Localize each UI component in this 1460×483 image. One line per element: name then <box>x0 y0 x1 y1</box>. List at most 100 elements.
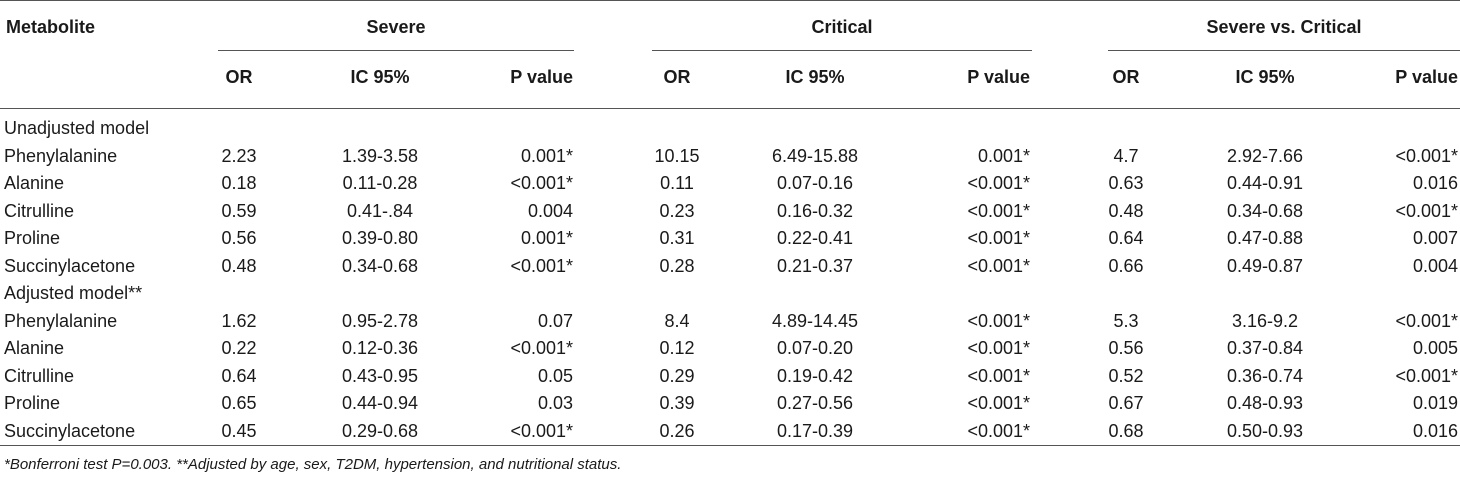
table-cell: 10.15 <box>654 145 700 166</box>
group-rule-severe-vs-critical <box>1108 50 1460 51</box>
section-label: Unadjusted model <box>4 118 150 138</box>
table-cell: <0.001* <box>1395 310 1458 331</box>
header-group-severe: Severe <box>366 17 426 37</box>
subheader-ic95: IC 95% <box>785 67 845 87</box>
table-cell: 0.23 <box>659 200 695 221</box>
table-cell: 0.29 <box>659 365 695 386</box>
table-cell: 0.64 <box>1108 228 1144 248</box>
table-cell: 2.92-7.66 <box>1226 145 1304 166</box>
subheader-ic95: IC 95% <box>1235 67 1295 87</box>
subheader-or: OR <box>225 67 253 87</box>
table-cell: <0.001* <box>967 173 1030 193</box>
table-cell: <0.001* <box>967 338 1030 358</box>
table-cell: 1.39-3.58 <box>341 145 419 166</box>
subheader-p-value: P value <box>967 67 1030 87</box>
table-cell: <0.001* <box>967 310 1030 331</box>
table-cell: <0.001* <box>967 200 1030 221</box>
table-cell: 0.63 <box>1108 173 1144 193</box>
metabolite-name: Proline <box>4 393 61 413</box>
table-cell: <0.001* <box>967 228 1030 248</box>
table-cell: 0.016 <box>1412 420 1458 441</box>
table-cell: <0.001* <box>967 393 1030 413</box>
subheader-p-value: P value <box>510 67 573 87</box>
table-cell: 0.36-0.74 <box>1226 365 1304 386</box>
table-cell: 0.41-.84 <box>346 200 414 221</box>
table-cell: 0.49-0.87 <box>1226 255 1304 276</box>
table-cell: 0.07-0.20 <box>776 338 854 358</box>
table-cell: 0.17-0.39 <box>776 420 854 441</box>
table-cell: <0.001* <box>510 173 573 193</box>
table-cell: 0.004 <box>1412 255 1458 276</box>
table-cell: 0.45 <box>221 420 257 441</box>
header-group-severe-vs-critical: Severe vs. Critical <box>1206 17 1362 37</box>
table-cell: 0.68 <box>1108 420 1144 441</box>
table-cell: 0.34-0.68 <box>341 255 419 276</box>
table-cell: 0.18 <box>221 173 257 193</box>
table-cell: <0.001* <box>510 255 573 276</box>
header-bottom-rule <box>0 108 1460 109</box>
table-cell: 4.89-14.45 <box>771 310 859 331</box>
table-cell: 5.3 <box>1113 310 1139 331</box>
group-rule-severe <box>218 50 574 51</box>
metabolite-name: Proline <box>4 228 61 248</box>
table-cell: 0.48-0.93 <box>1226 393 1304 413</box>
subheader-or: OR <box>1112 67 1140 87</box>
table-cell: 0.26 <box>659 420 695 441</box>
table-cell: 0.43-0.95 <box>341 365 419 386</box>
table-cell: 0.001* <box>520 145 573 166</box>
table-cell: <0.001* <box>510 420 573 441</box>
table-cell: 0.65 <box>221 393 257 413</box>
table-cell: 0.56 <box>1108 338 1144 358</box>
table-cell: 0.28 <box>659 255 695 276</box>
metabolite-name: Succinylacetone <box>4 420 136 441</box>
table-cell: 0.56 <box>221 228 257 248</box>
table-cell: 0.48 <box>221 255 257 276</box>
table-cell: 3.16-9.2 <box>1231 310 1299 331</box>
table-cell: 0.64 <box>221 365 257 386</box>
table-cell: 0.44-0.94 <box>341 393 419 413</box>
table-cell: 0.50-0.93 <box>1226 420 1304 441</box>
table-cell: 0.34-0.68 <box>1226 200 1304 221</box>
table-cell: 4.7 <box>1113 145 1139 166</box>
table-cell: 0.07 <box>537 310 573 331</box>
table-cell: 0.27-0.56 <box>776 393 854 413</box>
metabolite-name: Citrulline <box>4 365 75 386</box>
table-cell: 0.31 <box>659 228 695 248</box>
table-cell: 0.11 <box>660 173 694 193</box>
group-rule-critical <box>652 50 1032 51</box>
table-cell: 0.12-0.36 <box>341 338 419 358</box>
top-rule <box>0 0 1460 1</box>
table-cell: 0.019 <box>1412 393 1458 413</box>
table-cell: 0.47-0.88 <box>1226 228 1304 248</box>
metabolite-name: Phenylalanine <box>4 310 118 331</box>
table-cell: 0.59 <box>221 200 257 221</box>
header-group-critical: Critical <box>811 17 873 37</box>
table-cell: 0.48 <box>1108 200 1144 221</box>
table-cell: 0.29-0.68 <box>341 420 419 441</box>
table-cell: 0.95-2.78 <box>341 310 419 331</box>
table-cell: 0.007 <box>1412 228 1458 248</box>
table-cell: 0.11-0.28 <box>342 173 418 193</box>
table-cell: 0.21-0.37 <box>776 255 854 276</box>
table-cell: 1.62 <box>221 310 257 331</box>
table-cell: 0.37-0.84 <box>1226 338 1304 358</box>
table-cell: <0.001* <box>967 420 1030 441</box>
metabolite-name: Citrulline <box>4 200 75 221</box>
table-cell: 0.66 <box>1108 255 1144 276</box>
table-cell: 0.016 <box>1412 173 1458 193</box>
table-cell: 0.07-0.16 <box>776 173 854 193</box>
metabolite-name: Alanine <box>4 338 65 358</box>
table-cell: 0.44-0.91 <box>1226 173 1304 193</box>
metabolite-name: Phenylalanine <box>4 145 118 166</box>
table-cell: 0.39 <box>659 393 695 413</box>
header-metabolite: Metabolite <box>6 17 96 37</box>
table-cell: 0.12 <box>659 338 695 358</box>
table-cell: 0.22-0.41 <box>776 228 854 248</box>
subheader-or: OR <box>663 67 691 87</box>
metabolite-name: Succinylacetone <box>4 255 136 276</box>
table-cell: 0.05 <box>537 365 573 386</box>
table-bottom-rule <box>0 445 1460 446</box>
table-cell: <0.001* <box>967 255 1030 276</box>
metabolite-name: Alanine <box>4 173 65 193</box>
table-footnote: *Bonferroni test P=0.003. **Adjusted by … <box>4 456 622 473</box>
